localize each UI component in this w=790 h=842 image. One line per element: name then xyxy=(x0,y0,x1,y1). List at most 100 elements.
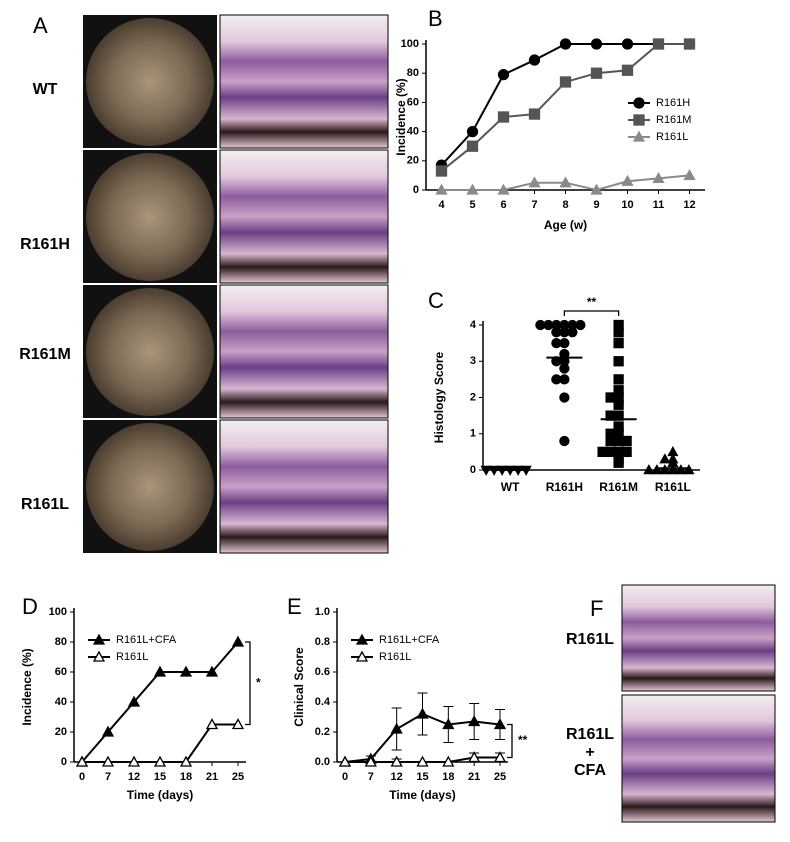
data-point xyxy=(683,169,696,181)
legend-label: R161H xyxy=(656,97,690,109)
fundus-image xyxy=(83,150,217,283)
data-point xyxy=(621,435,632,447)
series-line xyxy=(81,641,239,763)
data-point xyxy=(442,718,455,730)
data-point xyxy=(613,457,624,468)
data-point xyxy=(535,319,546,331)
legend-marker xyxy=(633,114,645,126)
panel-label: B xyxy=(428,6,443,31)
data-point xyxy=(101,755,115,767)
data-point xyxy=(575,319,586,331)
y-tick-label: 0 xyxy=(470,464,476,476)
x-tick-label: 15 xyxy=(416,771,428,783)
y-tick-label: 100 xyxy=(401,38,419,50)
data-point xyxy=(559,38,572,50)
data-point xyxy=(416,755,429,767)
data-point xyxy=(497,111,510,123)
y-axis-title: Incidence (%) xyxy=(20,648,34,725)
y-tick-label: 0.4 xyxy=(315,696,331,708)
y-tick-label: 40 xyxy=(55,696,67,708)
x-tick-label: 12 xyxy=(683,199,695,211)
data-point xyxy=(493,718,507,730)
x-tick-label: 15 xyxy=(154,771,166,783)
x-tick-label: 21 xyxy=(468,771,480,783)
legend-marker xyxy=(355,633,369,645)
series-line xyxy=(440,43,690,166)
data-point xyxy=(621,38,634,50)
y-tick-label: 0.2 xyxy=(315,726,330,738)
x-tick-label: 7 xyxy=(368,771,374,783)
data-point xyxy=(528,176,541,188)
x-tick-label: 5 xyxy=(469,199,475,211)
data-point xyxy=(652,171,665,183)
legend-label: R161L+CFA xyxy=(116,634,177,646)
legend-label: R161L xyxy=(379,651,411,663)
data-point xyxy=(231,635,245,647)
y-tick-label: 0.0 xyxy=(315,756,330,768)
y-axis-title: Clinical Score xyxy=(292,647,306,727)
data-point xyxy=(435,183,448,195)
y-tick-label: 40 xyxy=(407,126,419,138)
row-label: R161L xyxy=(21,496,69,513)
panel-a-images xyxy=(83,14,389,554)
data-point xyxy=(613,356,624,367)
y-tick-label: 1.0 xyxy=(315,606,330,618)
y-tick-label: 0.6 xyxy=(315,666,330,678)
data-point xyxy=(390,755,403,767)
data-point xyxy=(559,363,570,374)
panel-label: A xyxy=(33,13,48,38)
x-tick-label: 4 xyxy=(438,199,445,211)
significance-bracket xyxy=(245,641,251,726)
x-tick-label: 6 xyxy=(500,199,506,211)
data-point xyxy=(613,399,624,410)
data-point xyxy=(559,176,572,188)
data-point xyxy=(590,183,603,195)
histology-image xyxy=(219,149,389,284)
data-point xyxy=(153,755,167,767)
data-point xyxy=(651,464,663,475)
data-point xyxy=(683,38,696,50)
data-point xyxy=(468,751,481,763)
row-label: R161M xyxy=(19,346,71,363)
data-point xyxy=(559,435,570,447)
data-point xyxy=(493,751,507,763)
data-point xyxy=(559,392,570,403)
data-point xyxy=(659,464,671,475)
data-point xyxy=(667,464,679,475)
legend-marker xyxy=(633,97,645,109)
image-label: CFA xyxy=(574,762,606,779)
data-point xyxy=(551,327,562,338)
legend-marker xyxy=(355,650,369,662)
data-point xyxy=(416,707,429,719)
histology-image xyxy=(219,419,389,554)
y-axis-title: Incidence (%) xyxy=(394,78,408,155)
data-point xyxy=(153,665,167,677)
data-point xyxy=(551,337,562,349)
y-tick-label: 20 xyxy=(407,155,419,167)
data-point xyxy=(528,108,541,120)
data-point xyxy=(468,715,481,727)
data-point xyxy=(621,174,634,186)
data-point xyxy=(621,446,632,458)
y-tick-label: 0 xyxy=(413,184,419,196)
image-label: R161L xyxy=(566,726,614,743)
x-tick-label: R161L xyxy=(655,480,691,494)
data-point xyxy=(480,465,492,476)
panel-label: C xyxy=(428,288,444,313)
y-tick-label: 80 xyxy=(55,636,67,648)
data-point xyxy=(613,327,624,338)
histology-image xyxy=(621,584,776,692)
y-tick-label: 2 xyxy=(470,391,476,403)
image-label: + xyxy=(585,744,594,761)
legend-label: R161M xyxy=(656,114,691,126)
x-tick-label: 10 xyxy=(621,199,633,211)
x-tick-label: 12 xyxy=(128,771,140,783)
y-tick-label: 80 xyxy=(407,67,419,79)
series-line xyxy=(440,43,690,172)
y-tick-label: 3 xyxy=(470,355,476,367)
x-axis-title: Time (days) xyxy=(389,788,455,802)
x-tick-label: 0 xyxy=(342,771,348,783)
x-tick-label: 18 xyxy=(442,771,454,783)
y-tick-label: 20 xyxy=(55,726,67,738)
